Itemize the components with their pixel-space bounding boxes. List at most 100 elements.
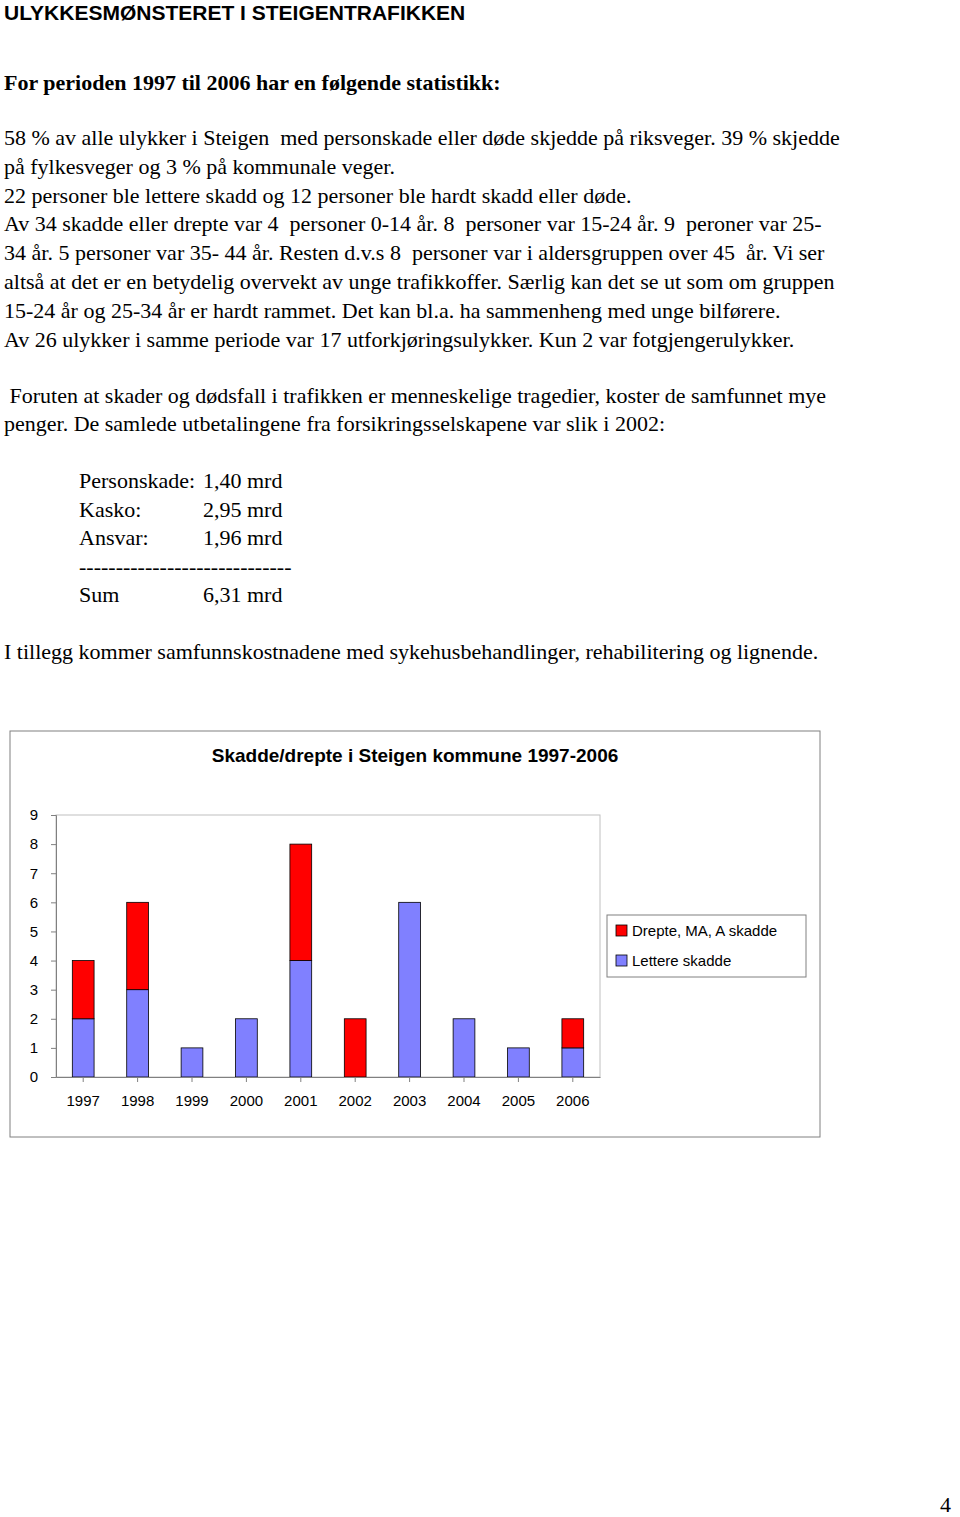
bar — [181, 1048, 203, 1077]
y-tick: 3 — [30, 981, 56, 998]
x-tick-mark — [572, 1077, 573, 1082]
chart-svg: Skadde/drepte i Steigen kommune 1997-200… — [0, 0, 960, 1517]
y-tick: 5 — [30, 923, 56, 940]
x-tick-mark — [355, 1077, 356, 1082]
cost-value: 2,95 mrd — [203, 497, 282, 523]
y-tick: 7 — [30, 865, 56, 882]
bar — [399, 902, 421, 903]
x-tick: 2004 — [447, 1077, 480, 1109]
x-tick: 1997 — [67, 1077, 100, 1109]
cost-label: Sum — [79, 582, 119, 608]
y-tick-label: 2 — [30, 1010, 38, 1027]
x-tick-mark — [518, 1077, 519, 1082]
text-line: 34 år. 5 personer var 35- 44 år. Resten … — [4, 240, 824, 266]
x-tick-label: 2000 — [230, 1092, 263, 1109]
y-tick-label: 7 — [30, 865, 38, 882]
y-tick-label: 5 — [30, 923, 38, 940]
x-tick: 1999 — [175, 1077, 208, 1109]
x-axis: 1997 1998 1999 2000 2001 2002 2003 2004 2005 2006 — [57, 1077, 601, 1109]
x-tick: 1998 — [121, 1077, 154, 1109]
y-tick-mark — [51, 1019, 56, 1020]
bar — [453, 1019, 475, 1077]
y-tick-label: 1 — [30, 1039, 38, 1056]
x-tick-label: 2004 — [447, 1092, 480, 1109]
text-line: 15-24 år og 25-34 år er hardt rammet. De… — [4, 298, 780, 324]
x-tick: 2002 — [339, 1077, 372, 1109]
x-tick-mark — [137, 1077, 138, 1082]
text-line: Foruten at skader og dødsfall i trafikke… — [4, 383, 826, 409]
legend-swatch — [616, 925, 627, 936]
y-tick-mark — [51, 815, 56, 816]
bar — [399, 902, 421, 1077]
page-number: 4 — [940, 1492, 951, 1517]
y-tick: 4 — [30, 952, 56, 969]
x-tick: 2003 — [393, 1077, 426, 1109]
bar — [72, 961, 94, 1019]
cost-label: Ansvar: — [79, 525, 149, 551]
bar — [127, 990, 149, 1077]
subheading: For perioden 1997 til 2006 har en følgen… — [4, 70, 501, 96]
x-tick-mark — [83, 1077, 84, 1082]
x-tick-mark — [464, 1077, 465, 1082]
bar — [127, 902, 149, 989]
x-tick: 2005 — [502, 1077, 535, 1109]
y-tick: 1 — [30, 1039, 56, 1056]
x-tick-mark — [409, 1077, 410, 1082]
bar — [508, 1048, 530, 1077]
y-tick: 8 — [30, 835, 56, 852]
y-tick-mark — [51, 1048, 56, 1049]
bar — [72, 1019, 94, 1077]
y-tick-label: 9 — [30, 806, 38, 823]
legend-swatch — [616, 955, 627, 966]
legend-label: Drepte, MA, A skadde — [632, 922, 777, 939]
x-tick-label: 2001 — [284, 1092, 317, 1109]
legend-frame — [607, 915, 806, 977]
x-tick-label: 1998 — [121, 1092, 154, 1109]
y-tick-label: 3 — [30, 981, 38, 998]
bar — [508, 1047, 530, 1048]
separator: ----------------------------- — [79, 554, 291, 580]
page: ULYKKESMØNSTERET I STEIGENTRAFIKKEN For p… — [0, 0, 960, 1517]
x-tick-label: 2005 — [502, 1092, 535, 1109]
x-tick: 2000 — [230, 1077, 263, 1109]
text-line: altså at det er en betydelig overvekt av… — [4, 269, 834, 295]
x-tick-mark — [246, 1077, 247, 1082]
text-line: I tillegg kommer samfunnskostnadene med … — [4, 639, 818, 665]
y-tick-label: 8 — [30, 835, 38, 852]
bars — [72, 844, 583, 1077]
x-tick-mark — [300, 1077, 301, 1082]
legend-label: Lettere skadde — [632, 952, 731, 969]
y-axis: 0 1 2 3 4 5 6 7 8 9 — [30, 806, 57, 1085]
y-tick-mark — [51, 931, 56, 932]
bar — [290, 961, 312, 1077]
y-tick-label: 6 — [30, 894, 38, 911]
x-tick-label: 2002 — [339, 1092, 372, 1109]
y-tick: 6 — [30, 894, 56, 911]
y-tick-mark — [51, 1077, 56, 1078]
text-line: på fylkesveger og 3 % på kommunale veger… — [4, 154, 395, 180]
y-tick-mark — [51, 990, 56, 991]
x-tick: 2001 — [284, 1077, 317, 1109]
cost-value: 1,40 mrd — [203, 468, 282, 494]
bar — [344, 1019, 366, 1077]
bar — [290, 844, 312, 960]
text-line: 58 % av alle ulykker i Steigen med perso… — [4, 125, 840, 151]
cost-value: 1,96 mrd — [203, 525, 282, 551]
y-tick-mark — [51, 873, 56, 874]
y-tick: 2 — [30, 1010, 56, 1027]
legend: Drepte, MA, A skadde Lettere skadde — [607, 915, 806, 977]
chart-frame — [10, 731, 820, 1137]
heading: ULYKKESMØNSTERET I STEIGENTRAFIKKEN — [4, 0, 465, 26]
x-tick-label: 2003 — [393, 1092, 426, 1109]
y-tick-label: 0 — [30, 1068, 38, 1085]
y-tick: 0 — [30, 1068, 56, 1085]
text-line: 22 personer ble lettere skadd og 12 pers… — [4, 183, 631, 209]
x-tick: 2006 — [556, 1077, 589, 1109]
bar — [181, 1047, 203, 1048]
bar — [562, 1048, 584, 1077]
cost-value: 6,31 mrd — [203, 582, 282, 608]
y-tick: 9 — [30, 806, 56, 823]
bar — [562, 1019, 584, 1048]
x-tick-label: 1997 — [67, 1092, 100, 1109]
text-line: Av 26 ulykker i samme periode var 17 utf… — [4, 327, 794, 353]
